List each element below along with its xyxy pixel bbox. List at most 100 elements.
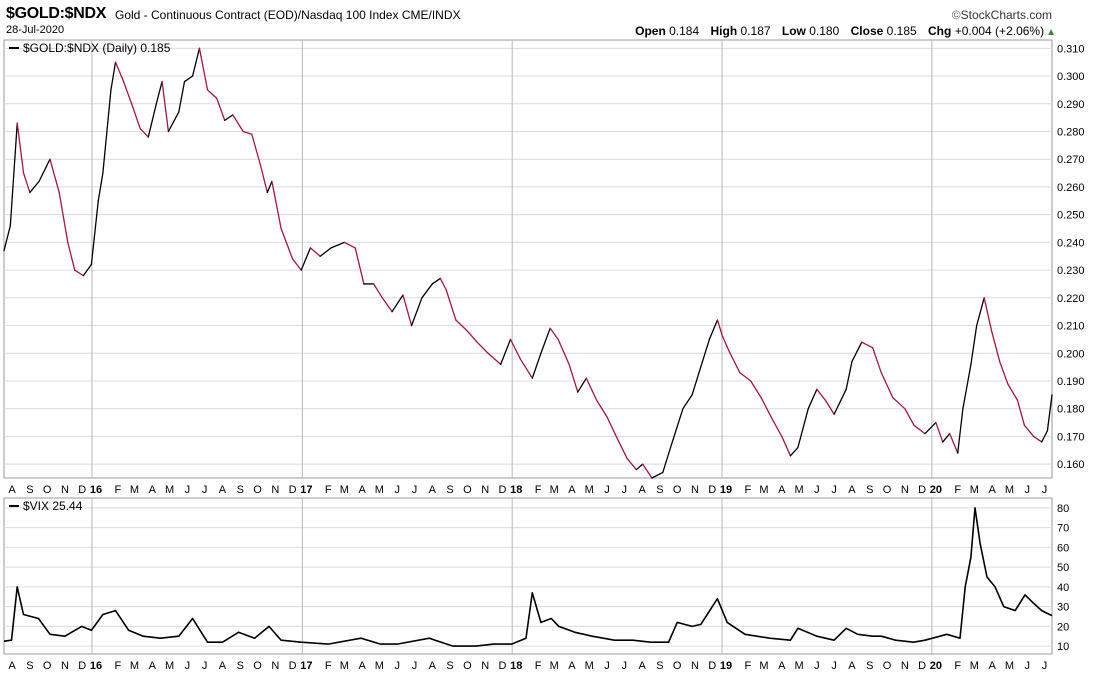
x-month-label: O	[463, 660, 472, 672]
x-month-label: F	[954, 484, 961, 496]
x-month-label: D	[78, 484, 86, 496]
series-segment	[259, 164, 268, 194]
series-segment	[1032, 435, 1043, 443]
x-month-label: M	[794, 660, 803, 672]
series-segment	[519, 358, 533, 379]
x-month-label: D	[78, 660, 86, 672]
series-segment	[49, 158, 60, 194]
x-month-label: N	[691, 484, 699, 496]
x-month-label: A	[638, 484, 646, 496]
x-year-label: 20	[930, 660, 942, 672]
exchange-text: CME/INDX	[401, 8, 461, 22]
x-month-label: F	[954, 660, 961, 672]
close-label: Close	[850, 24, 884, 38]
y-tick-label: 0.160	[1057, 459, 1085, 471]
chg-label: Chg	[928, 24, 952, 38]
series-segment	[22, 172, 31, 194]
series-segment	[568, 363, 579, 393]
x-month-label: M	[794, 484, 803, 496]
x-month-label: A	[149, 660, 157, 672]
close-value: 0.185	[886, 24, 917, 38]
x-month-label: J	[1042, 660, 1048, 672]
series-segment	[904, 408, 915, 426]
x-year-label: 20	[930, 484, 942, 496]
x-month-label: A	[8, 660, 16, 672]
x-month-label: M	[130, 660, 139, 672]
series-segment	[615, 435, 628, 460]
up-arrow-icon: ▲	[1046, 27, 1056, 38]
x-month-label: S	[866, 484, 873, 496]
series-segment	[990, 330, 1001, 363]
series-segment	[913, 424, 926, 435]
x-month-label: M	[550, 660, 559, 672]
series-segment	[729, 352, 741, 374]
y-tick-label: 20	[1057, 621, 1069, 633]
x-month-label: F	[745, 484, 752, 496]
series-segment	[789, 446, 799, 457]
y-tick-label: 0.230	[1057, 265, 1085, 277]
x-month-label: N	[61, 660, 69, 672]
series-segment	[957, 408, 964, 454]
x-month-label: N	[271, 484, 279, 496]
series-segment	[670, 408, 684, 446]
series-segment	[445, 288, 457, 321]
series-segment	[970, 324, 978, 365]
series-segment	[167, 111, 180, 133]
x-month-label: S	[237, 660, 244, 672]
series-segment	[500, 338, 512, 365]
y-tick-label: 30	[1057, 602, 1069, 614]
x-month-label: O	[253, 484, 262, 496]
series-segment	[976, 297, 985, 327]
x-month-label: J	[185, 660, 191, 672]
brand-link[interactable]: ©StockCharts.com	[952, 8, 1052, 22]
x-month-label: J	[814, 484, 820, 496]
series-segment	[540, 327, 551, 354]
series-segment	[942, 432, 951, 443]
series-segment	[892, 396, 906, 410]
x-month-label: A	[358, 484, 366, 496]
series-segment	[880, 372, 894, 399]
x-month-label: J	[831, 484, 837, 496]
series-segment	[431, 277, 441, 285]
x-year-label: 17	[300, 484, 312, 496]
x-month-label: F	[535, 484, 542, 496]
ohlc-readout: Open 0.184 High 0.187 Low 0.180 Close 0.…	[627, 24, 1056, 38]
series-segment	[198, 47, 209, 91]
x-month-label: O	[883, 660, 892, 672]
series-segment	[161, 80, 170, 133]
x-month-label: A	[568, 660, 576, 672]
x-month-label: D	[498, 484, 506, 496]
series-segment	[300, 247, 312, 271]
series-segment	[962, 363, 972, 410]
chart-description: Gold - Continuous Contract (EOD)/Nasdaq …	[115, 8, 461, 22]
x-month-label: O	[883, 484, 892, 496]
series-segment	[999, 360, 1009, 385]
x-month-label: J	[202, 484, 208, 496]
series-segment	[721, 335, 731, 354]
series-segment	[139, 128, 149, 138]
series-segment	[147, 103, 157, 138]
series-segment	[251, 133, 262, 166]
series-segment	[439, 277, 447, 291]
x-month-label: M	[165, 660, 174, 672]
series-segment	[739, 372, 752, 382]
copyright-icon: ©	[951, 8, 961, 22]
x-month-label: M	[550, 484, 559, 496]
series-segment	[476, 341, 489, 354]
x-month-label: J	[814, 660, 820, 672]
x-month-label: O	[43, 660, 52, 672]
x-month-label: F	[535, 660, 542, 672]
x-month-label: S	[237, 484, 244, 496]
series-segment	[16, 122, 25, 174]
series-segment	[662, 444, 673, 474]
x-month-label: A	[429, 484, 437, 496]
x-month-label: A	[8, 484, 16, 496]
series-segment	[271, 180, 282, 230]
x-month-label: A	[219, 484, 227, 496]
series-segment	[577, 377, 587, 393]
series-segment	[67, 241, 76, 271]
x-month-label: N	[271, 660, 279, 672]
chart-symbol: $GOLD:$NDX	[6, 5, 107, 22]
y-tick-label: 0.260	[1057, 182, 1085, 194]
y-tick-label: 0.240	[1057, 237, 1085, 249]
